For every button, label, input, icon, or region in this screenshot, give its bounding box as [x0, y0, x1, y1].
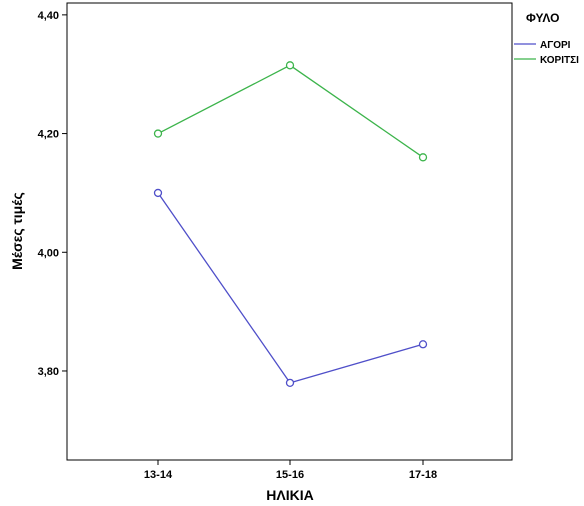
y-tick-label: 4,00 — [38, 247, 59, 259]
y-tick-label: 4,20 — [38, 129, 59, 141]
data-point — [153, 129, 163, 138]
x-tick-label: 13-14 — [144, 469, 173, 481]
x-tick-label: 17-18 — [409, 469, 437, 481]
legend-label: ΑΓΟΡΙ — [540, 40, 571, 51]
legend-label: ΚΟΡΙΤΣΙ — [540, 55, 579, 66]
data-point — [153, 188, 163, 198]
data-point — [285, 378, 295, 387]
x-axis-title: ΗΛΙΚΙΑ — [266, 487, 313, 503]
legend-title: ΦΥΛΟ — [526, 11, 559, 25]
legend: ΦΥΛΟ ΑΓΟΡΙ ΚΟΡΙΤΣΙ — [514, 11, 579, 66]
y-axis: 3,80 4,00 4,20 4,40 — [38, 10, 67, 378]
plot-area — [66, 2, 513, 461]
x-axis: 13-14 15-16 17-18 — [144, 460, 437, 481]
data-point — [418, 153, 428, 162]
y-tick-label: 4,40 — [38, 10, 59, 22]
series-layer — [153, 61, 428, 387]
data-point — [285, 61, 295, 70]
data-point — [418, 340, 428, 349]
y-axis-title: Μέσες τιμές — [9, 192, 25, 270]
y-tick-label: 3,80 — [38, 366, 59, 378]
x-tick-label: 15-16 — [276, 469, 304, 481]
